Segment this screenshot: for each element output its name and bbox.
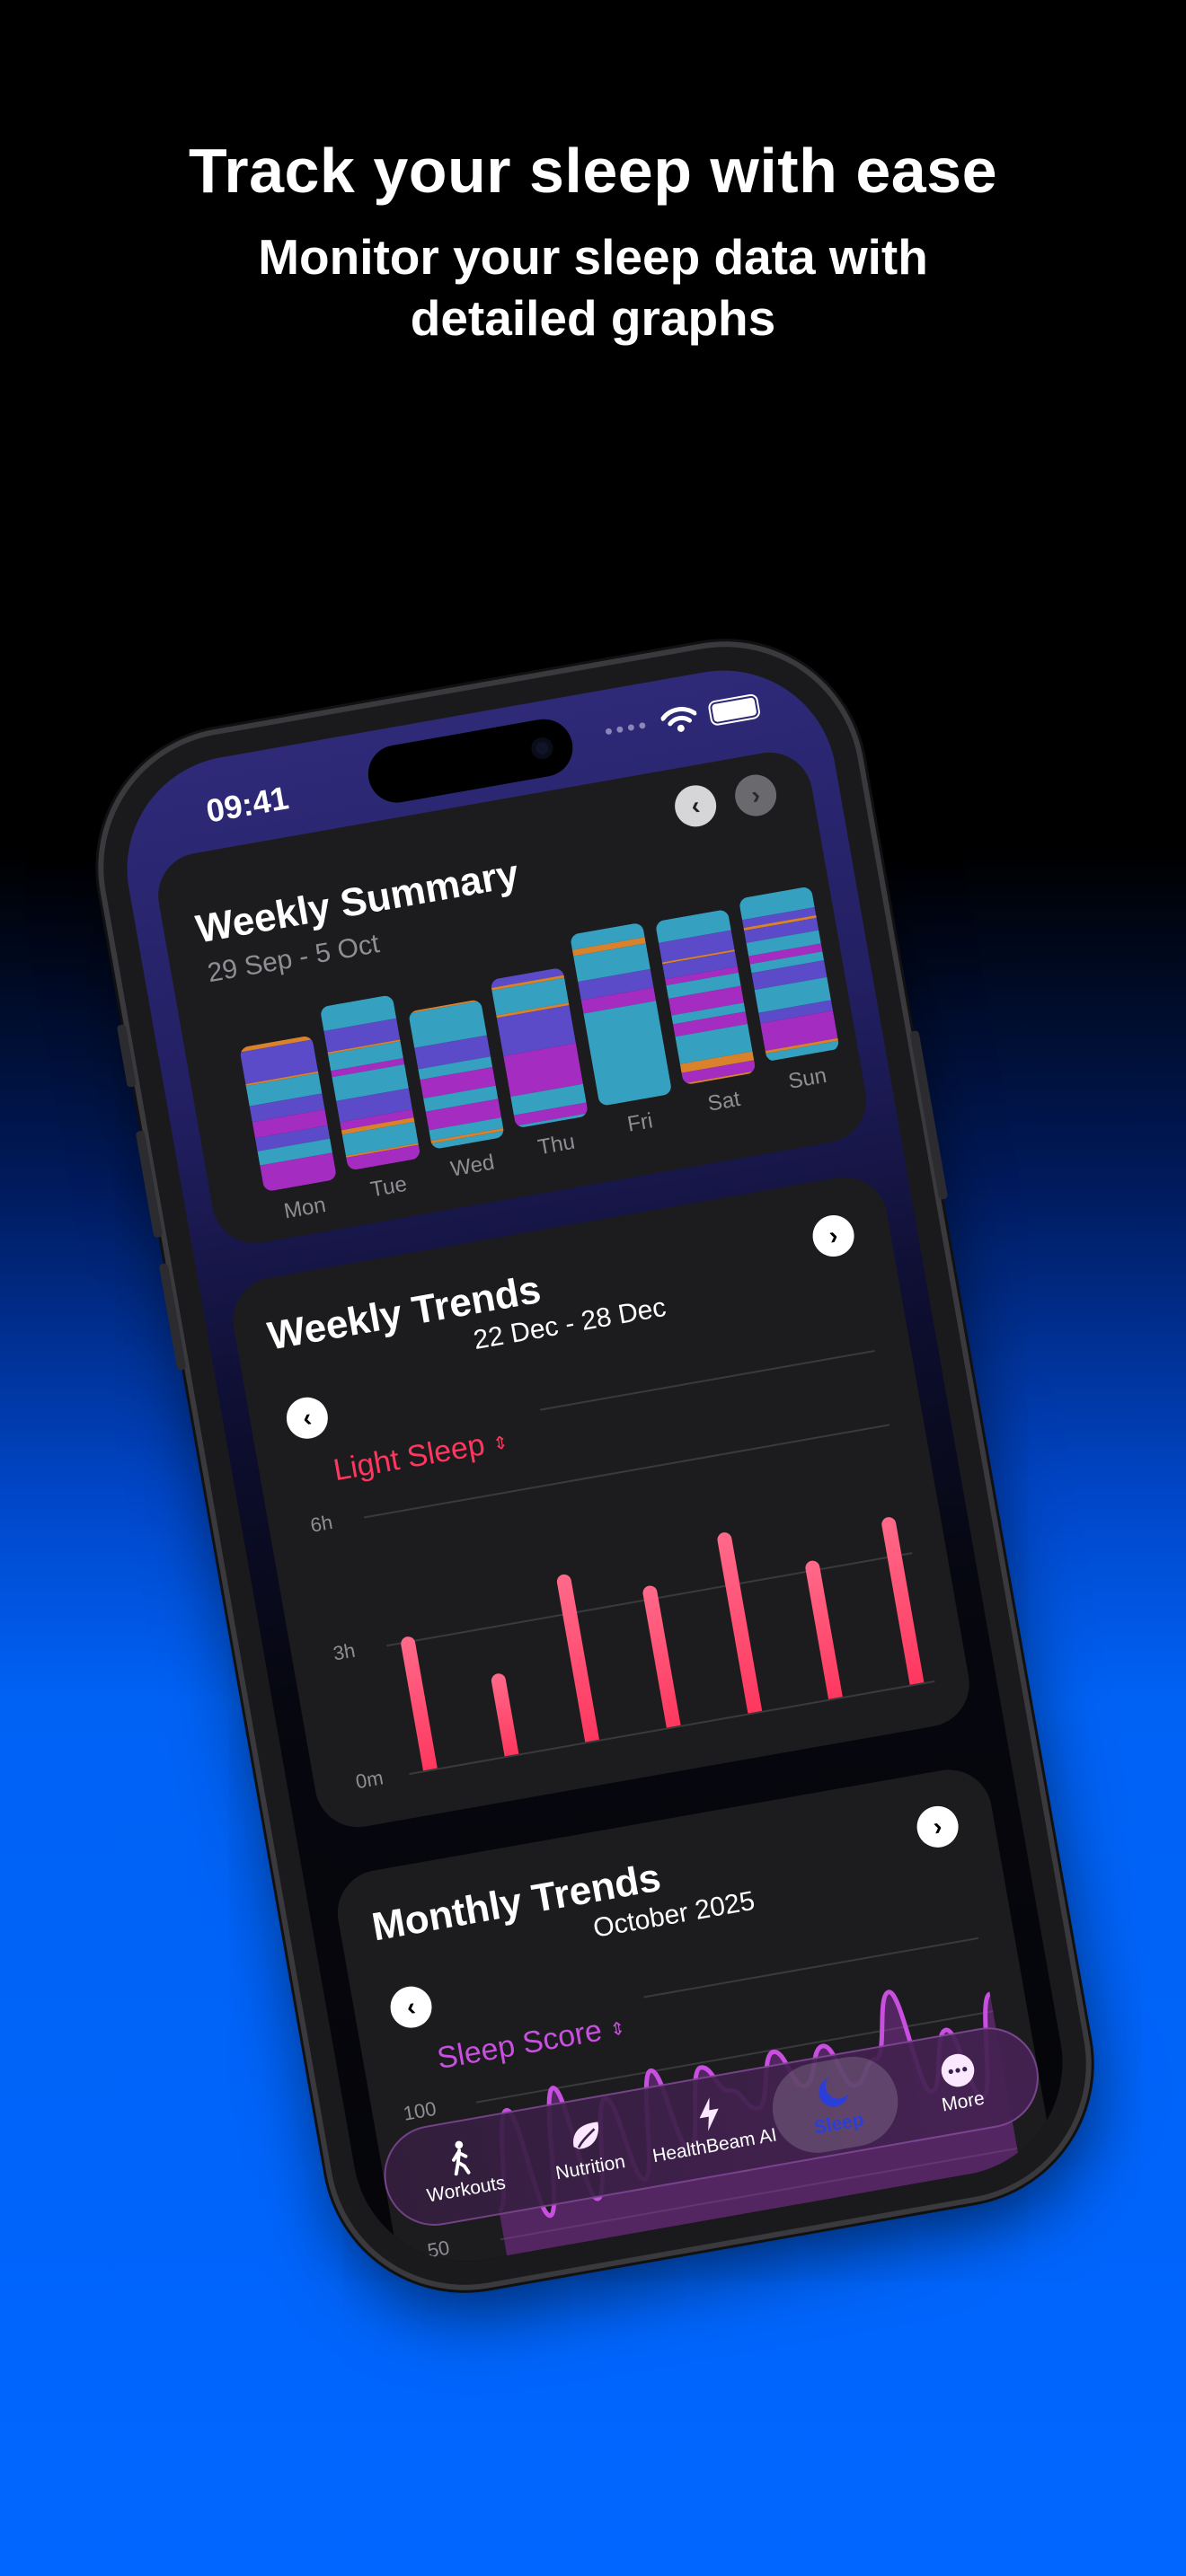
light-sleep-bar — [642, 1584, 681, 1728]
day-label: Tue — [368, 1171, 409, 1203]
tab-label: More — [940, 2087, 987, 2116]
sleep-stage-bar — [490, 966, 589, 1129]
sleep-stage-bar — [408, 998, 505, 1150]
sleep-stage-bar — [738, 886, 840, 1063]
day-label: Mon — [281, 1193, 328, 1224]
light-sleep-bar — [715, 1531, 762, 1714]
tab-nutrition[interactable]: Nutrition — [518, 2094, 657, 2204]
light-sleep-bar — [555, 1573, 600, 1742]
tab-label: Sleep — [812, 2109, 866, 2139]
day-label: Sat — [705, 1087, 742, 1116]
promo-headline: Track your sleep with ease — [188, 136, 998, 206]
light-sleep-bar — [490, 1672, 519, 1757]
light-sleep-chart: 0m 3h 6h — [226, 1170, 976, 1834]
sleep-stage-bar — [654, 909, 757, 1086]
day-label: Fri — [625, 1108, 655, 1138]
y-tick-label: 3h — [331, 1638, 358, 1665]
day-label: Thu — [535, 1129, 577, 1160]
app-screen: 09:41 ●●●● ‹ › Weekly Summary 29 Sep - 5… — [109, 652, 1081, 2280]
sleep-stage-bar — [569, 922, 673, 1107]
tab-label: Nutrition — [553, 2151, 627, 2184]
bolt-icon — [699, 2097, 719, 2131]
moon-icon — [819, 2078, 849, 2107]
light-sleep-bar — [804, 1559, 844, 1699]
leaf-icon — [572, 2122, 598, 2149]
sleep-stage-segment-core — [583, 1001, 673, 1107]
tab-more[interactable]: More — [890, 2028, 1030, 2139]
volume-down-button — [158, 1263, 187, 1372]
tab-bar: Workouts Nutrition HealthBeam AI Sleep M… — [376, 2019, 1047, 2234]
weekly-trends-card: Weekly Trends › 22 Dec - 28 Dec ‹ Light … — [226, 1170, 977, 1834]
phone-frame: 09:41 ●●●● ‹ › Weekly Summary 29 Sep - 5… — [82, 625, 1108, 2307]
day-label: Wed — [448, 1150, 497, 1182]
signal-dots-icon: ●●●● — [603, 717, 651, 740]
camera-icon — [529, 736, 555, 761]
day-label: Sun — [786, 1063, 829, 1094]
gridline — [363, 1424, 890, 1519]
action-button — [116, 1024, 137, 1088]
status-icons: ●●●● — [602, 693, 762, 746]
y-tick-label: 6h — [308, 1510, 335, 1537]
sleep-stage-bar — [239, 1035, 338, 1193]
power-button — [909, 1030, 949, 1200]
battery-icon — [707, 693, 762, 727]
y-tick-label: 0m — [353, 1766, 385, 1794]
promo-subline: Monitor your sleep data with detailed gr… — [258, 229, 928, 346]
light-sleep-bar — [880, 1515, 925, 1685]
status-time: 09:41 — [203, 779, 292, 830]
tab-healthbeam-ai[interactable]: HealthBeam AI — [642, 2071, 781, 2182]
tab-workouts[interactable]: Workouts — [394, 2115, 533, 2226]
light-sleep-bar — [400, 1635, 438, 1771]
walking-icon — [452, 2140, 471, 2176]
volume-up-button — [135, 1130, 164, 1239]
sleep-stage-bar — [319, 994, 421, 1171]
tab-sleep[interactable]: Sleep — [766, 2049, 906, 2160]
ellipsis-icon — [941, 2053, 975, 2087]
wifi-icon — [660, 707, 697, 732]
tab-label: Workouts — [425, 2172, 508, 2207]
